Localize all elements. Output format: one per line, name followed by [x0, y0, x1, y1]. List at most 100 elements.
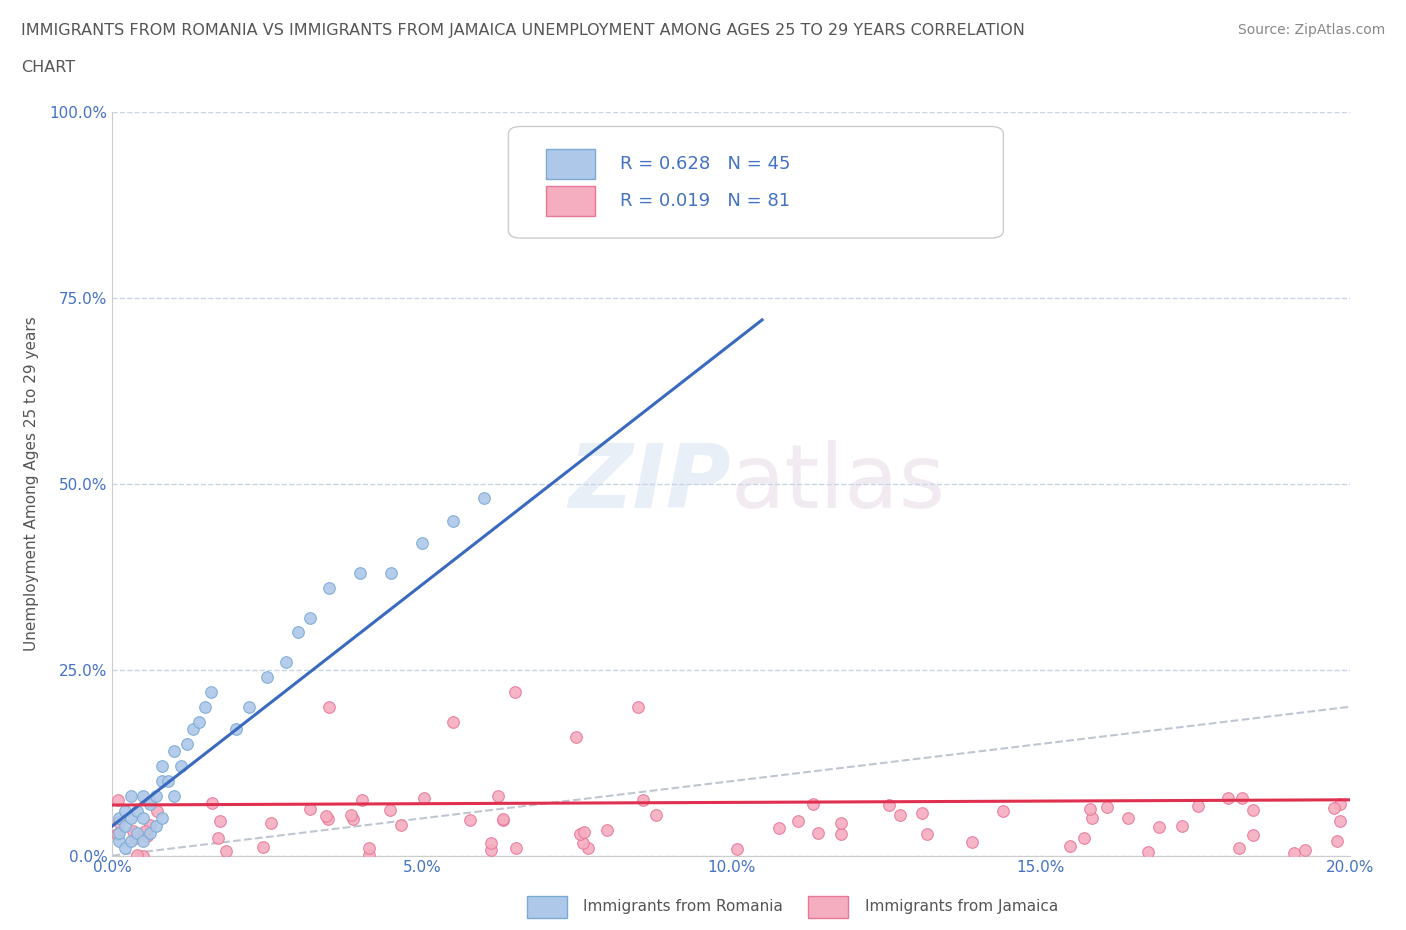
Point [389, 817, 412, 832]
Point [572, 824, 595, 839]
Point [1171, 818, 1194, 833]
Point [157, 774, 180, 789]
Point [1241, 803, 1264, 817]
Text: CHART: CHART [21, 60, 75, 75]
Point [114, 818, 136, 833]
Point [238, 699, 260, 714]
Point [572, 836, 595, 851]
FancyBboxPatch shape [509, 126, 1004, 238]
Point [911, 805, 934, 820]
Y-axis label: Unemployment Among Ages 25 to 29 years: Unemployment Among Ages 25 to 29 years [24, 316, 38, 651]
Point [318, 580, 340, 595]
Point [380, 803, 402, 817]
Point [458, 813, 481, 828]
Text: R = 0.628   N = 45: R = 0.628 N = 45 [620, 154, 790, 173]
Point [340, 808, 363, 823]
Point [352, 792, 374, 807]
Point [120, 789, 142, 804]
Point [1116, 811, 1139, 826]
Point [132, 833, 155, 848]
Point [107, 833, 129, 848]
Point [299, 802, 322, 817]
Point [596, 822, 619, 837]
Text: Source: ZipAtlas.com: Source: ZipAtlas.com [1237, 23, 1385, 37]
Point [163, 744, 186, 759]
Point [1187, 798, 1209, 813]
Point [492, 812, 515, 827]
Text: ZIP: ZIP [568, 440, 731, 527]
Point [138, 796, 160, 811]
Point [768, 820, 790, 835]
Point [260, 816, 283, 830]
Point [503, 684, 526, 699]
Point [132, 811, 155, 826]
Point [1136, 844, 1159, 859]
Point [1080, 801, 1102, 816]
Point [441, 714, 464, 729]
Point [107, 792, 129, 807]
Point [1282, 846, 1305, 861]
Point [274, 655, 297, 670]
Point [318, 812, 340, 827]
Point [139, 793, 162, 808]
Point [1059, 839, 1081, 854]
Point [181, 722, 204, 737]
Point [879, 798, 901, 813]
Point [145, 818, 167, 833]
Point [486, 789, 509, 804]
Point [315, 808, 337, 823]
Point [479, 835, 502, 850]
Text: Immigrants from Romania: Immigrants from Romania [583, 899, 783, 914]
FancyBboxPatch shape [546, 186, 595, 216]
Point [1081, 811, 1104, 826]
Text: IMMIGRANTS FROM ROMANIA VS IMMIGRANTS FROM JAMAICA UNEMPLOYMENT AMONG AGES 25 TO: IMMIGRANTS FROM ROMANIA VS IMMIGRANTS FR… [21, 23, 1025, 38]
Point [380, 565, 402, 580]
Point [830, 816, 852, 830]
Point [169, 759, 191, 774]
Point [188, 714, 211, 729]
Point [114, 804, 136, 818]
Point [413, 790, 436, 805]
Point [114, 841, 136, 856]
Point [127, 804, 149, 818]
Point [1329, 797, 1351, 812]
Point [108, 815, 131, 830]
Point [569, 827, 592, 842]
Point [1216, 790, 1239, 805]
Point [201, 796, 224, 811]
Point [176, 737, 198, 751]
Point [1241, 828, 1264, 843]
Point [124, 830, 146, 845]
Point [200, 684, 222, 699]
Point [146, 804, 169, 818]
Text: atlas: atlas [731, 440, 946, 527]
Point [359, 841, 381, 856]
Point [134, 823, 156, 838]
Point [194, 699, 217, 714]
Text: Immigrants from Jamaica: Immigrants from Jamaica [865, 899, 1057, 914]
Point [1326, 833, 1348, 848]
Point [576, 841, 599, 856]
Point [132, 848, 155, 863]
Point [492, 813, 515, 828]
Point [627, 699, 650, 714]
Point [1097, 800, 1119, 815]
Point [1073, 830, 1095, 845]
Point [565, 729, 588, 744]
Point [631, 792, 654, 807]
Point [1230, 790, 1253, 805]
Point [505, 841, 527, 856]
FancyBboxPatch shape [546, 149, 595, 179]
Point [889, 808, 911, 823]
Point [318, 699, 340, 714]
Point [472, 491, 495, 506]
Point [479, 843, 502, 857]
Point [441, 513, 464, 528]
Point [256, 670, 278, 684]
Point [786, 813, 808, 828]
Point [1294, 843, 1316, 857]
Point [120, 811, 142, 826]
Point [349, 565, 371, 580]
Point [138, 826, 160, 841]
Point [150, 759, 173, 774]
